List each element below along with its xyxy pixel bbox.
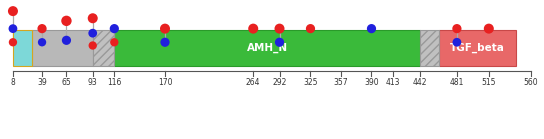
Point (249, 28, 257, 30)
Point (62, 20, 71, 22)
Point (110, 41, 119, 43)
Text: 292: 292 (273, 78, 287, 87)
Text: 481: 481 (450, 78, 464, 87)
Point (62, 39, 71, 41)
Text: 442: 442 (413, 78, 428, 87)
Text: 390: 390 (364, 78, 379, 87)
Text: AMH_N: AMH_N (247, 43, 288, 53)
Text: 264: 264 (246, 78, 261, 87)
Point (367, 28, 376, 30)
Text: 560: 560 (524, 78, 539, 87)
Point (485, 28, 493, 30)
Text: 357: 357 (333, 78, 348, 87)
Text: 325: 325 (303, 78, 318, 87)
Point (275, 28, 284, 30)
Point (38, 28, 46, 30)
Point (88, 44, 97, 47)
Text: 515: 515 (481, 78, 496, 87)
Point (160, 28, 169, 30)
Text: 413: 413 (386, 78, 400, 87)
Point (38, 41, 46, 43)
Text: TGF_beta: TGF_beta (450, 43, 505, 53)
Point (110, 28, 119, 30)
Text: 93: 93 (88, 78, 97, 87)
Point (453, 41, 461, 43)
Text: 39: 39 (37, 78, 47, 87)
Text: 65: 65 (61, 78, 71, 87)
Text: 8: 8 (10, 78, 15, 87)
Point (9, 28, 17, 30)
Point (9, 10, 17, 12)
Point (453, 28, 461, 30)
Point (88, 17, 97, 19)
Bar (13, 30, 32, 66)
Bar (32, 30, 92, 66)
Point (88, 32, 97, 34)
Bar (439, 30, 516, 66)
Text: 170: 170 (158, 78, 172, 87)
Text: 116: 116 (107, 78, 121, 87)
Bar (114, 30, 421, 66)
Bar (92, 30, 114, 66)
Point (306, 28, 315, 30)
Bar (421, 30, 439, 66)
Point (9, 41, 17, 43)
Point (160, 41, 169, 43)
Point (275, 41, 284, 43)
